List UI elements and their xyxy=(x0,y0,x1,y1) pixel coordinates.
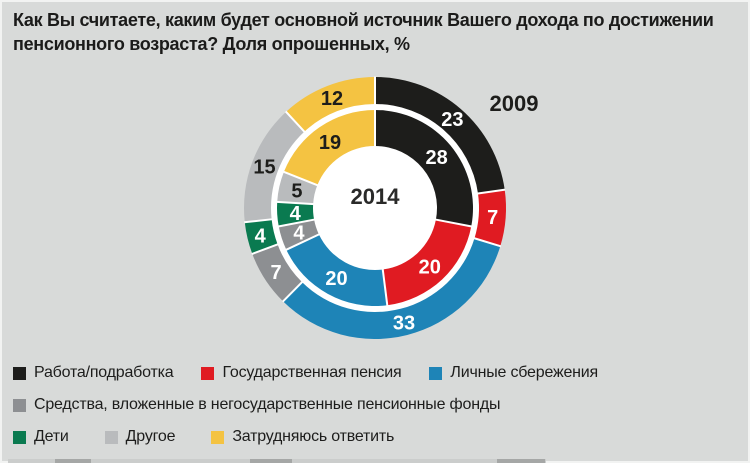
legend-row-3: Дети Другое Затрудняюсь ответить xyxy=(13,428,741,446)
legend-item-2: Личные сбережения xyxy=(429,364,598,382)
legend-swatch-icon xyxy=(13,366,26,380)
outer-ring-separator xyxy=(284,110,306,134)
cropped-content-artifact xyxy=(0,458,750,463)
inner-ring-value-label: 5 xyxy=(291,181,302,203)
inner-ring-segment-1 xyxy=(382,219,472,306)
outer-ring-value-label: 4 xyxy=(255,225,267,247)
legend-row-1: Работа/подработка Государственная пенсия Л… xyxy=(13,364,741,382)
outer-ring-value-label: 12 xyxy=(321,88,343,110)
legend-swatch-icon xyxy=(201,366,215,380)
outer-ring-segment-5 xyxy=(244,111,305,223)
legend-item-3: Средства, вложенные в негосударственные … xyxy=(13,396,500,414)
legend-swatch-icon xyxy=(13,430,26,444)
outer-ring-segment-1 xyxy=(474,189,507,247)
outer-ring-separator xyxy=(476,188,506,195)
legend-item-6: Затрудняюсь ответить xyxy=(211,428,394,446)
inner-ring-value-label: 4 xyxy=(293,223,305,245)
outer-ring-separator xyxy=(282,280,304,303)
chart-legend: Работа/подработка Государственная пенсия Л… xyxy=(13,364,741,460)
inner-ring-value-label: 4 xyxy=(290,203,302,225)
legend-label: Дети xyxy=(34,428,69,445)
outer-ring-year-label: 2009 xyxy=(490,91,539,116)
outer-ring-segment-0 xyxy=(375,77,505,194)
outer-ring-value-label: 7 xyxy=(487,207,498,229)
inner-ring-separator xyxy=(278,218,316,228)
chart-title: Как Вы считаете, каким будет основной ис… xyxy=(13,8,741,57)
outer-ring-value-label: 33 xyxy=(393,312,415,334)
legend-item-4: Дети xyxy=(13,428,69,446)
inner-ring-segment-2 xyxy=(286,234,388,306)
outer-ring-value-label: 15 xyxy=(253,157,275,179)
legend-swatch-icon xyxy=(104,430,118,444)
outer-ring-segment-2 xyxy=(283,238,501,340)
artifact-patch xyxy=(55,459,91,463)
legend-item-0: Работа/подработка xyxy=(13,364,174,382)
legend-label: Личные сбережения xyxy=(450,364,598,381)
legend-label: Государственная пенсия xyxy=(222,364,402,381)
outer-ring-value-label: 23 xyxy=(441,109,463,131)
outer-ring-segment-6 xyxy=(286,77,375,132)
inner-ring-segment-6 xyxy=(283,110,375,186)
artifact-patch xyxy=(250,459,292,463)
inner-ring-segment-3 xyxy=(278,219,319,250)
legend-item-5: Другое xyxy=(104,428,176,446)
inner-ring-separator xyxy=(276,200,315,206)
inner-ring-separator xyxy=(381,268,389,306)
artifact-patch xyxy=(497,459,545,463)
legend-swatch-icon xyxy=(429,366,443,380)
legend-item-1: Государственная пенсия xyxy=(201,364,402,382)
inner-ring-segment-4 xyxy=(277,201,315,227)
inner-ring-value-label: 20 xyxy=(325,268,347,290)
legend-swatch-icon xyxy=(211,430,225,444)
outer-ring-value-label: 7 xyxy=(270,262,281,284)
legend-row-2: Средства, вложенные в негосударственные … xyxy=(13,396,741,414)
chart-title-line-1: Как Вы считаете, каким будет основной ис… xyxy=(13,10,714,30)
chart-title-line-2: пенсионного возраста? Доля опрошенных, % xyxy=(13,34,410,55)
inner-ring-separator xyxy=(434,218,472,228)
inner-ring-separator xyxy=(283,170,319,187)
inner-ring-value-label: 19 xyxy=(319,132,341,154)
inner-ring-value-label: 28 xyxy=(426,147,448,169)
legend-swatch-icon xyxy=(13,398,26,412)
legend-label: Средства, вложенные в негосударственные … xyxy=(34,396,501,413)
inner-ring-segment-5 xyxy=(277,171,318,205)
outer-ring-segment-4 xyxy=(244,219,278,254)
outer-ring-segment-3 xyxy=(252,244,303,302)
outer-ring-separator xyxy=(251,243,279,255)
inner-ring-segment-0 xyxy=(375,110,473,227)
legend-label: Работа/подработка xyxy=(34,364,174,381)
inner-ring-value-label: 20 xyxy=(419,256,441,278)
center-year-label: 2014 xyxy=(351,184,401,209)
outer-ring-separator xyxy=(244,218,273,224)
legend-label: Другое xyxy=(125,428,176,445)
inner-ring-separator xyxy=(285,233,321,251)
legend-label: Затрудняюсь ответить xyxy=(232,428,395,445)
outer-ring-separator xyxy=(473,237,502,248)
